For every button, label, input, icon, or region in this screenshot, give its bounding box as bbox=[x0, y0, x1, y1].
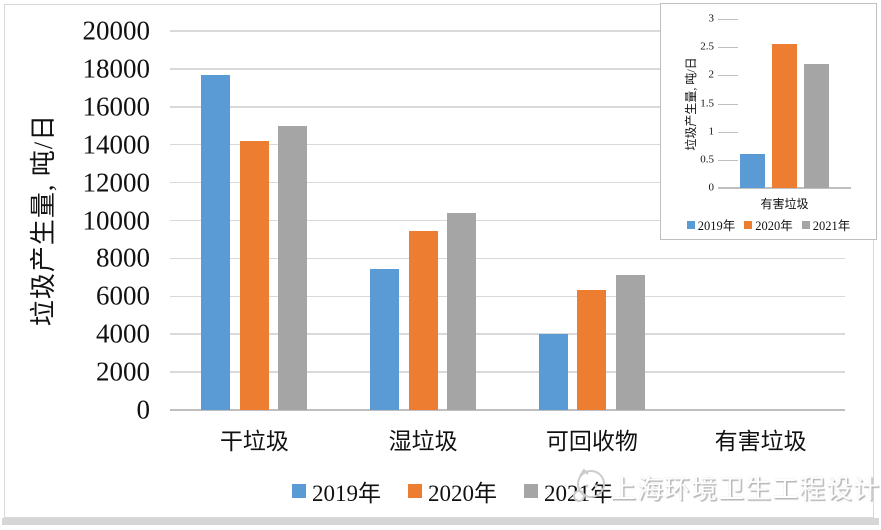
y-tick-label: 0 bbox=[136, 394, 151, 425]
legend-marker bbox=[292, 484, 306, 498]
x-axis-line bbox=[718, 187, 851, 189]
x-axis-label: 湿垃圾 bbox=[388, 429, 458, 454]
y-tick-label: 2000 bbox=[96, 356, 150, 387]
inset-plot-area: 0 0.5 1 1.5 2 2.5 3 有害垃圾 bbox=[661, 4, 876, 239]
y-tick-label: 0 bbox=[708, 181, 715, 194]
gridline bbox=[170, 371, 845, 373]
legend-label: 2020年 bbox=[428, 481, 497, 506]
y-tick-mark bbox=[718, 159, 738, 161]
bar-2021年-有害垃圾 bbox=[804, 64, 829, 188]
gridline bbox=[170, 68, 845, 70]
y-tick-label: 1 bbox=[708, 125, 715, 138]
y-tick-mark bbox=[718, 131, 738, 133]
bar-2021年-湿垃圾 bbox=[447, 212, 477, 410]
legend-label: 2020年 bbox=[755, 219, 793, 233]
x-axis-label: 可回收物 bbox=[545, 429, 638, 454]
y-tick-mark bbox=[718, 19, 738, 20]
gridline bbox=[170, 106, 845, 108]
legend-item-2019年: 2019年 bbox=[686, 215, 736, 234]
y-tick-label: 8000 bbox=[96, 242, 150, 273]
legend-marker bbox=[744, 220, 753, 229]
y-tick-label: 20000 bbox=[82, 15, 151, 46]
inset-y-axis-title: 垃圾产生量, 吨/日 bbox=[684, 57, 698, 151]
bar-2020年-湿垃圾 bbox=[408, 230, 438, 410]
bar-2020年-可回收物 bbox=[577, 289, 607, 410]
bar-2020年-干垃圾 bbox=[239, 140, 269, 410]
gridline bbox=[170, 295, 845, 298]
bar-2019年-有害垃圾 bbox=[740, 154, 765, 188]
y-tick-label: 2 bbox=[708, 68, 715, 81]
inset-legend: 2019年 2020年 2021年 bbox=[661, 215, 876, 234]
y-tick-label: 6000 bbox=[96, 280, 150, 311]
y-tick-label: 12000 bbox=[82, 167, 151, 198]
bottom-edge-strip bbox=[2, 518, 879, 525]
legend-item-2020年: 2020年 bbox=[408, 474, 497, 508]
gridline bbox=[170, 30, 845, 32]
bar-2019年-干垃圾 bbox=[201, 74, 231, 410]
mascot-logo-icon bbox=[573, 468, 605, 502]
gridline bbox=[170, 219, 845, 222]
y-tick-label: 14000 bbox=[82, 129, 151, 160]
y-tick-label: 4000 bbox=[96, 318, 150, 349]
y-tick-label: 16000 bbox=[82, 91, 151, 122]
image-border-frame bbox=[4, 4, 874, 518]
x-axis-line bbox=[170, 409, 845, 411]
legend-item-2021年: 2021年 bbox=[801, 215, 851, 234]
legend-item-2019年: 2019年 bbox=[292, 474, 381, 508]
y-tick-mark bbox=[718, 75, 738, 77]
legend-label: 2019年 bbox=[697, 219, 736, 233]
gridline bbox=[170, 181, 845, 184]
y-tick-label: 3 bbox=[708, 12, 715, 25]
legend-marker bbox=[801, 220, 810, 229]
legend-marker bbox=[686, 220, 695, 229]
legend-label: 2019年 bbox=[312, 481, 381, 506]
gridline bbox=[170, 333, 845, 335]
x-axis-label: 有害垃圾 bbox=[714, 429, 807, 454]
y-tick-label: 1.5 bbox=[700, 97, 714, 109]
legend-marker bbox=[524, 484, 538, 498]
watermark: 上海环境卫生工程设计院 bbox=[570, 466, 881, 508]
y-tick-label: 0.5 bbox=[700, 153, 714, 166]
legend-marker bbox=[408, 484, 422, 498]
y-tick-label: 10000 bbox=[82, 205, 151, 235]
inset-bar-chart: 0 0.5 1 1.5 2 2.5 3 有害垃圾 垃圾产生量, 吨/日 2019年 2020年 2… bbox=[660, 3, 877, 240]
bar-2021年-干垃圾 bbox=[278, 125, 308, 410]
y-tick-mark bbox=[718, 103, 738, 105]
legend-label: 2021年 bbox=[812, 219, 851, 233]
x-axis-label: 干垃圾 bbox=[219, 429, 289, 454]
legend-item-2020年: 2020年 bbox=[744, 215, 793, 234]
y-tick-mark bbox=[718, 47, 738, 49]
bar-2020年-有害垃圾 bbox=[772, 44, 797, 188]
main-y-axis-title: 垃圾产生量, 吨/日 bbox=[29, 113, 58, 327]
watermark-text: 上海环境卫生工程设计院 bbox=[610, 474, 881, 504]
x-axis-label: 有害垃圾 bbox=[760, 197, 809, 211]
y-tick-label: 2.5 bbox=[700, 40, 714, 53]
gridline bbox=[170, 257, 845, 260]
bar-2019年-湿垃圾 bbox=[370, 268, 400, 410]
y-tick-label: 18000 bbox=[82, 53, 151, 84]
bar-2019年-可回收物 bbox=[538, 334, 568, 410]
gridline bbox=[170, 143, 845, 146]
main-legend: 2019年 2020年 2021年 bbox=[292, 474, 613, 508]
bar-2021年-可回收物 bbox=[615, 275, 645, 410]
